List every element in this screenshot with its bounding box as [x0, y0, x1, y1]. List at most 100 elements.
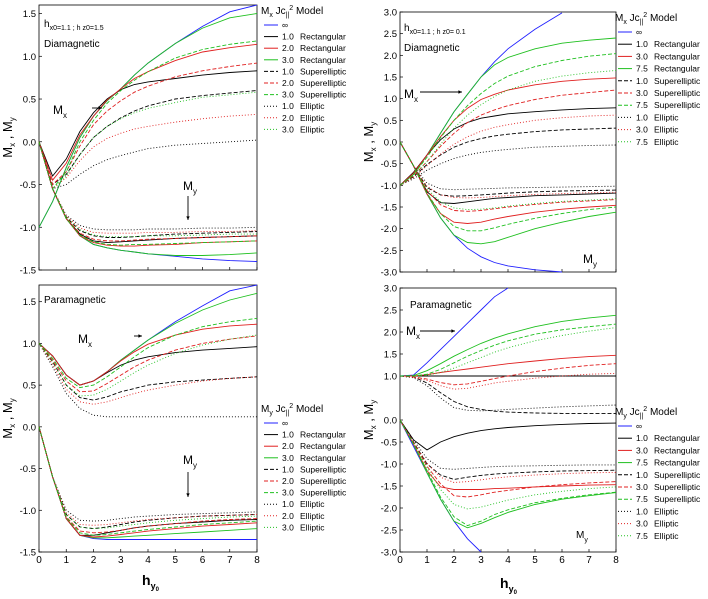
series-line-mx	[399, 70, 617, 186]
legend-jc-label: 7.5	[636, 531, 648, 541]
y-tick-label: -2.0	[381, 504, 397, 515]
y-tick-label: -1.5	[20, 548, 36, 559]
legend-model-label: Elliptic	[300, 101, 325, 111]
bottom-left-annotations: Paramagnetic Mx My	[44, 295, 197, 470]
y-tick-label: -1.0	[381, 181, 397, 192]
top-right-my-label: My	[583, 252, 597, 269]
series-line-my	[38, 426, 258, 522]
panel-top-right: 3.0 2.5 2.0 1.5 1.0 0.5 0.0 -0.5 -1.0 -1.5 -2.0 -2.…	[361, 8, 701, 279]
y-tick-label: -0.5	[20, 464, 36, 475]
legend-model-label: Superelliptic	[300, 78, 347, 88]
series-line-mx	[399, 114, 617, 186]
legend: My Jc||2 Model∞ 1.0 Rectangular 2.0 Rectangu…	[261, 403, 347, 532]
legend-jc-label: 1.0	[282, 101, 294, 111]
series-line-mx	[38, 40, 258, 190]
series-line-mx	[38, 323, 258, 386]
panel-bottom-right: 0 1 2 3 4 5 6 7 8 3.0 2.5 2.0 1.5 1.0 0.0 -0.5 -1.0 -1.5 -…	[361, 284, 701, 567]
legend-model-label: Rectangular	[300, 43, 346, 53]
series-line-my	[399, 141, 617, 211]
series-line-mx	[38, 90, 258, 186]
series-line-mx	[38, 139, 258, 190]
legend-model-label: Rectangular	[654, 458, 700, 468]
y-tick-label: 2.5	[384, 306, 397, 317]
legend-model-label: Elliptic	[654, 125, 679, 135]
legend-jc-label: 2.0	[282, 113, 294, 123]
x-tick-label: 8	[613, 555, 619, 566]
series-line-my	[399, 419, 617, 527]
series-line-my	[38, 141, 257, 238]
series-line-mx	[399, 53, 617, 186]
legend-header: My Jc||2 Model	[615, 406, 677, 420]
series-line-my	[399, 419, 617, 451]
series-line-mx	[399, 372, 617, 390]
series-line-mx	[399, 144, 617, 186]
chart-marks: 1.5 1.0 0.5 0.0 -0.5 -1.0 -1.5 Mx , My Mx Jc||2 …	[0, 4, 701, 567]
series-line-mx	[38, 43, 258, 182]
y-tick-label: 0.0	[23, 422, 36, 433]
legend-jc-label: 1.0	[636, 506, 648, 516]
x-tick-label: 3	[118, 555, 124, 566]
series-line-my	[38, 426, 258, 530]
legend-jc-label: 1.0	[636, 433, 648, 443]
y-tick-label: -2.5	[381, 246, 397, 257]
series-line-my	[399, 419, 617, 480]
x-tick-label: 0	[397, 555, 403, 566]
y-tick-label: 0.5	[23, 381, 36, 392]
y-axis-label: Mx , My	[0, 398, 17, 439]
top-left-title: Diamagnetic	[44, 39, 100, 50]
y-tick-label: -1.5	[20, 266, 36, 277]
series-line-my	[399, 419, 617, 498]
y-tick-label: -0.5	[381, 438, 397, 449]
top-left-my-label: My	[183, 179, 197, 196]
panel-bottom-left: 0 1 2 3 4 5 6 7 8 1.5 1.0 0.5 0.0 -0.5 -1.0 -1.5 Mx , My…	[0, 284, 347, 566]
top-right-params-label: hx0=1.1 ; h z0= 0.1	[404, 23, 466, 36]
y-tick-label: 1.5	[23, 9, 36, 20]
legend-jc-label: 3.0	[282, 124, 294, 134]
legend-jc-label: 3.0	[282, 90, 294, 100]
x-tick-label: 5	[532, 555, 538, 566]
legend-model-label: Rectangular	[654, 433, 700, 443]
legend-model-label: Elliptic	[654, 137, 679, 147]
series-line-mx	[38, 292, 258, 386]
legend-model-label: Elliptic	[654, 506, 679, 516]
x-tick-label: 5	[172, 555, 178, 566]
y-tick-label: 2.0	[384, 328, 397, 339]
x-tick-label: 4	[505, 555, 511, 566]
y-tick-label: -1.0	[20, 223, 36, 234]
series-line-my	[399, 141, 617, 224]
legend-model-label: Superelliptic	[654, 482, 701, 492]
y-tick-label: 1.5	[384, 73, 397, 84]
legend-model-label: Rectangular	[300, 453, 346, 463]
x-tick-label: 6	[200, 555, 206, 566]
x-axis-labels: hy0 hy0	[142, 572, 518, 596]
legend-jc-label: 7.5	[636, 64, 648, 74]
series-line-mx	[399, 89, 617, 186]
series-line-mx	[38, 317, 258, 389]
legend-jc-label: 3.0	[636, 125, 648, 135]
x-tick-label: 7	[586, 555, 592, 566]
legend-model-label: Rectangular	[654, 39, 700, 49]
legend-jc-label: 2.0	[282, 476, 294, 486]
y-tick-label: -0.5	[381, 159, 397, 170]
y-tick-label: 2.0	[384, 51, 397, 62]
legend-jc-label: 1.0	[636, 76, 648, 86]
top-right-mx-label: Mx	[404, 87, 418, 104]
panel-top-left: 1.5 1.0 0.5 0.0 -0.5 -1.0 -1.5 Mx , My Mx Jc||2 …	[0, 4, 347, 277]
series-line-mx	[399, 375, 617, 412]
series-line-my	[38, 141, 258, 246]
series-line-mx	[38, 343, 258, 401]
series-line-my	[399, 141, 617, 204]
legend: My Jc||2 Model∞ 1.0 Rectangular 3.0 Rectangu…	[615, 406, 701, 541]
legend-model-label: Superelliptic	[300, 90, 347, 100]
top-left-params-label: hx0=1.1 ; h z0=1.5	[44, 19, 104, 32]
legend-header: Mx Jc||2 Model	[615, 12, 677, 26]
legend-jc-label: 3.0	[282, 55, 294, 65]
series-line-mx	[399, 127, 617, 186]
y-tick-label: 0.0	[23, 137, 36, 148]
legend-jc-label: 7.5	[636, 494, 648, 504]
legend-header: Mx Jc||2 Model	[261, 5, 323, 19]
legend: Mx Jc||2 Model∞ 1.0 Rectangular 2.0 Rectangu…	[261, 5, 347, 134]
x-tick-label: 0	[36, 555, 42, 566]
legend-jc-label: ∞	[636, 421, 642, 431]
series-line-my	[399, 419, 617, 490]
